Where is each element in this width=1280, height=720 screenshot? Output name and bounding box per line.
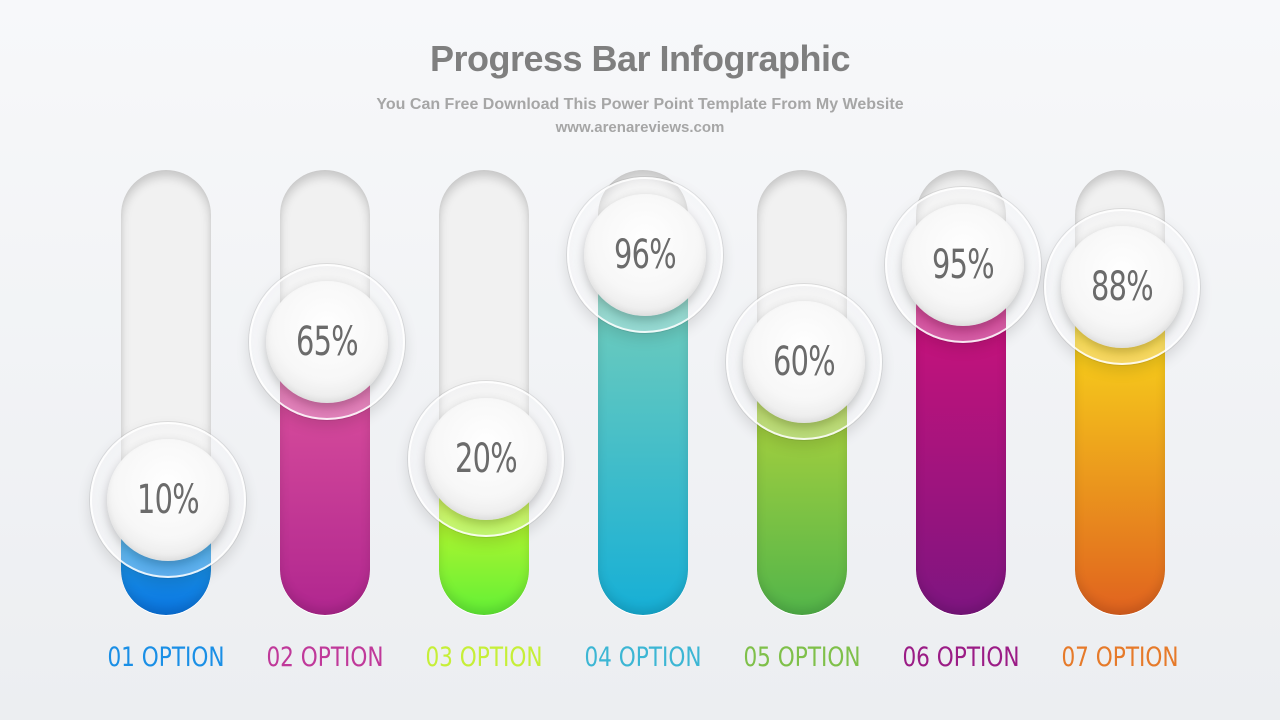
option-label-4: 04 OPTION [584, 642, 702, 673]
percent-bubble-6: 95% [885, 187, 1041, 343]
percent-disc: 20% [425, 398, 547, 520]
page-subtitle: You Can Free Download This Power Point T… [376, 96, 904, 113]
percent-value: 65% [296, 319, 359, 365]
percent-bubble-4: 96% [567, 177, 723, 333]
percent-value: 95% [932, 242, 995, 288]
option-label-1: 01 OPTION [107, 642, 225, 673]
option-label-6: 06 OPTION [902, 642, 1020, 673]
percent-disc: 88% [1061, 226, 1183, 348]
percent-value: 20% [455, 436, 518, 482]
percent-bubble-1: 10% [90, 422, 246, 578]
percent-bubble-7: 88% [1044, 209, 1200, 365]
percent-disc: 95% [902, 204, 1024, 326]
percent-disc: 60% [743, 301, 865, 423]
website-url: www.arenareviews.com [555, 119, 725, 136]
option-label-3: 03 OPTION [425, 642, 543, 673]
percent-bubble-2: 65% [249, 264, 405, 420]
percent-bubble-5: 60% [726, 284, 882, 440]
percent-bubble-3: 20% [408, 381, 564, 537]
page-title: Progress Bar Infographic [429, 38, 851, 79]
percent-disc: 65% [266, 281, 388, 403]
percent-value: 88% [1091, 264, 1154, 310]
option-label-7: 07 OPTION [1061, 642, 1179, 673]
percent-disc: 10% [107, 439, 229, 561]
percent-value: 96% [614, 232, 677, 278]
percent-disc: 96% [584, 194, 706, 316]
option-label-5: 05 OPTION [743, 642, 861, 673]
percent-value: 10% [137, 477, 200, 523]
option-label-2: 02 OPTION [266, 642, 384, 673]
percent-value: 60% [773, 339, 836, 385]
